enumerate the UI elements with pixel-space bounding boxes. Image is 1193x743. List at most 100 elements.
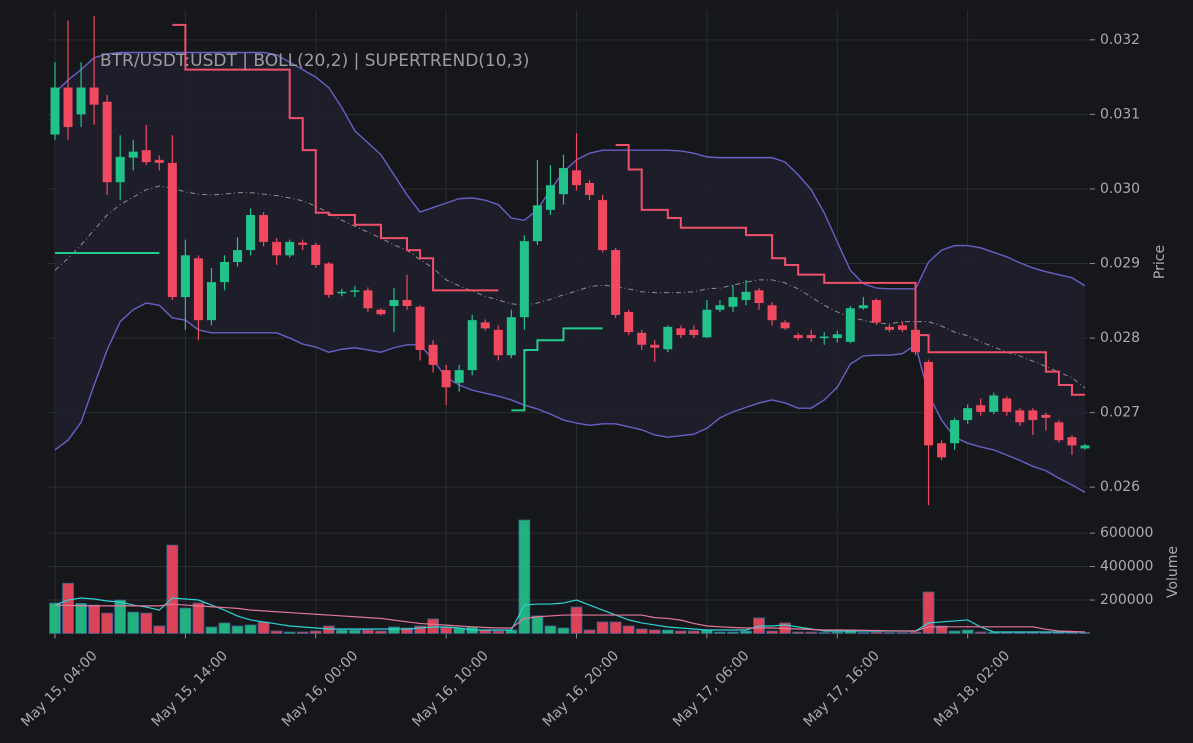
volume-bar — [1066, 632, 1078, 634]
candle-body — [715, 305, 725, 310]
candle-body — [897, 325, 907, 330]
candle-body — [493, 329, 503, 356]
volume-bar — [909, 631, 922, 634]
volume-bar — [1079, 632, 1090, 634]
volume-bar — [609, 621, 622, 634]
candle-body — [402, 300, 412, 306]
volume-bar — [335, 629, 348, 634]
candle-body — [376, 309, 386, 315]
volume-bar — [88, 604, 101, 634]
candle-body — [702, 309, 712, 338]
y-tick-label: 0.028 — [1100, 330, 1140, 346]
candle-body — [858, 305, 868, 309]
candle-body — [76, 87, 86, 115]
candle-body — [193, 258, 203, 321]
volume-bar — [166, 544, 179, 634]
bollinger-band — [55, 52, 1085, 493]
candle-body — [871, 300, 881, 323]
volume-bar — [414, 625, 426, 634]
volume-bar — [296, 631, 309, 634]
candle-body — [298, 242, 308, 245]
candle-body — [519, 241, 529, 318]
y-tick-label: 0.026 — [1100, 479, 1140, 495]
bollinger-upper — [54, 51, 1086, 290]
candle-body — [989, 395, 999, 412]
candle-body — [780, 322, 790, 329]
volume-bar — [648, 629, 661, 634]
candle-body — [233, 250, 243, 263]
volume-bar — [818, 632, 831, 634]
volume-bar — [974, 631, 987, 634]
price-panel — [50, 15, 1090, 506]
volume-bar — [270, 630, 283, 634]
volume-bar — [492, 630, 505, 634]
volume-bar — [622, 625, 635, 634]
volume-bar — [231, 625, 244, 634]
volume-bar — [179, 607, 192, 634]
candle-body — [845, 308, 855, 342]
candle-body — [624, 311, 634, 333]
candle-body — [650, 344, 660, 348]
y-tick-label: 600000 — [1100, 525, 1153, 541]
candle-body — [206, 282, 216, 321]
candle-body — [558, 168, 568, 195]
volume-bar — [805, 631, 818, 634]
candle-body — [611, 250, 621, 315]
candle-body — [1041, 414, 1051, 418]
supertrend-down — [172, 23, 1085, 396]
volume-bar — [309, 630, 322, 634]
y-axis-label: Volume — [1165, 546, 1181, 598]
candle-body — [441, 370, 451, 388]
candle-body — [63, 87, 73, 128]
volume-bar — [661, 629, 674, 634]
volume-bar — [766, 630, 778, 634]
volume-bar — [557, 627, 570, 634]
volume-bar — [948, 630, 961, 634]
candle-body — [272, 241, 282, 256]
volume-bar — [1013, 632, 1026, 634]
volume-bar — [674, 630, 687, 634]
candle-body — [415, 306, 425, 350]
x-tick-label: May 18, 02:00 — [931, 648, 1013, 730]
x-tick-label: May 15, 14:00 — [149, 648, 231, 730]
candle-body — [1002, 398, 1012, 412]
candle-body — [572, 170, 582, 186]
volume-bar — [153, 625, 166, 634]
candle-body — [754, 290, 764, 304]
candle-body — [793, 335, 803, 339]
volume-bar — [596, 621, 609, 634]
y-tick-label: 200000 — [1100, 592, 1153, 608]
candle-body — [819, 336, 829, 339]
volume-bar — [1000, 632, 1013, 634]
candle-body — [285, 241, 295, 256]
volume-bar — [114, 599, 127, 634]
volume-panel — [49, 519, 1090, 634]
y-tick-label: 0.029 — [1100, 256, 1140, 272]
candle-body — [806, 335, 816, 339]
volume-bar — [687, 630, 700, 634]
candle-body — [311, 244, 321, 265]
volume-bar — [857, 632, 870, 634]
volume-bar — [1039, 632, 1052, 634]
candle-body — [532, 205, 542, 242]
volume-bar — [896, 632, 909, 634]
candle-body — [598, 200, 608, 251]
candle-body — [154, 159, 164, 163]
volume-bar — [883, 632, 896, 634]
volume-bar — [544, 625, 557, 634]
volume-bar — [205, 626, 218, 634]
candle-body — [219, 262, 229, 283]
volume-bar — [401, 627, 413, 634]
candle-body — [337, 291, 347, 294]
volume-bar — [1053, 632, 1065, 634]
volume-bar — [714, 631, 726, 634]
x-tick-label: May 17, 16:00 — [801, 648, 883, 730]
candle-body — [663, 326, 673, 350]
volume-bar — [727, 631, 739, 634]
candle-body — [89, 87, 99, 105]
volume-bar — [218, 622, 231, 634]
x-tick-label: May 17, 06:00 — [670, 648, 752, 730]
candle-body — [506, 317, 516, 356]
volume-bar — [362, 629, 374, 634]
